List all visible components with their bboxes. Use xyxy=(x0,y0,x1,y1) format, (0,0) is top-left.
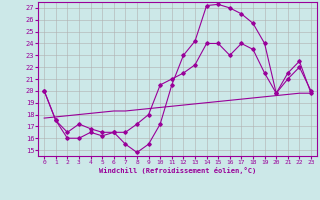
X-axis label: Windchill (Refroidissement éolien,°C): Windchill (Refroidissement éolien,°C) xyxy=(99,167,256,174)
